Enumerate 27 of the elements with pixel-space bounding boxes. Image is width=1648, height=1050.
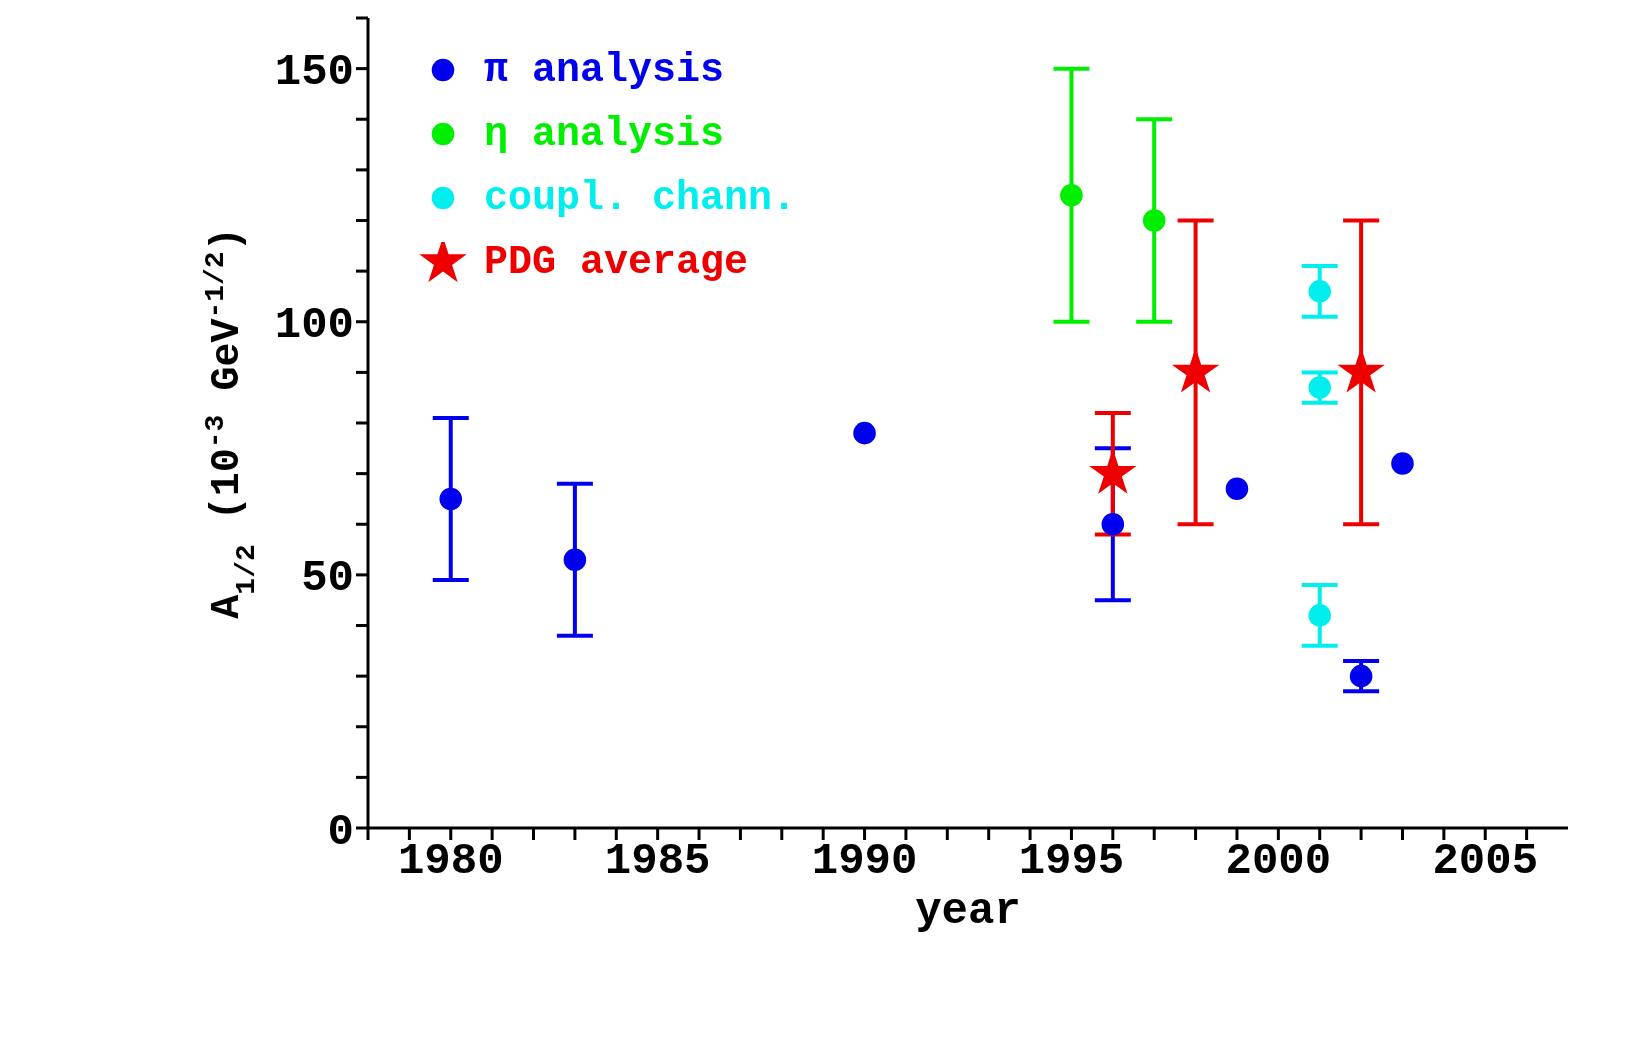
point (1225, 477, 1249, 501)
legend-label: coupl. chann. (484, 175, 797, 221)
point (1308, 280, 1332, 303)
x-tick-label: 2005 (1432, 836, 1539, 887)
y-tick-label: 50 (301, 553, 354, 604)
point (1308, 604, 1332, 627)
point (1308, 376, 1332, 399)
point (1391, 452, 1414, 475)
point (1142, 209, 1166, 232)
legend-label: π analysis (484, 47, 725, 93)
x-tick-label: 1980 (397, 836, 504, 887)
point (853, 421, 876, 445)
point (1349, 664, 1373, 688)
y-tick-label: 0 (327, 806, 354, 857)
x-axis-title: year (915, 886, 1021, 936)
point (563, 548, 587, 571)
x-tick-label: 1985 (604, 836, 711, 887)
x-tick-label: 1995 (1018, 836, 1125, 887)
legend-label: η analysis (484, 111, 725, 157)
legend-label: PDG average (484, 239, 749, 285)
point (1101, 512, 1125, 536)
y-tick-label: 100 (274, 300, 354, 351)
y-tick-label: 150 (274, 47, 354, 98)
x-tick-label: 2000 (1225, 836, 1332, 887)
point (439, 487, 463, 511)
x-tick-label: 1990 (811, 836, 918, 887)
point (1060, 183, 1083, 207)
